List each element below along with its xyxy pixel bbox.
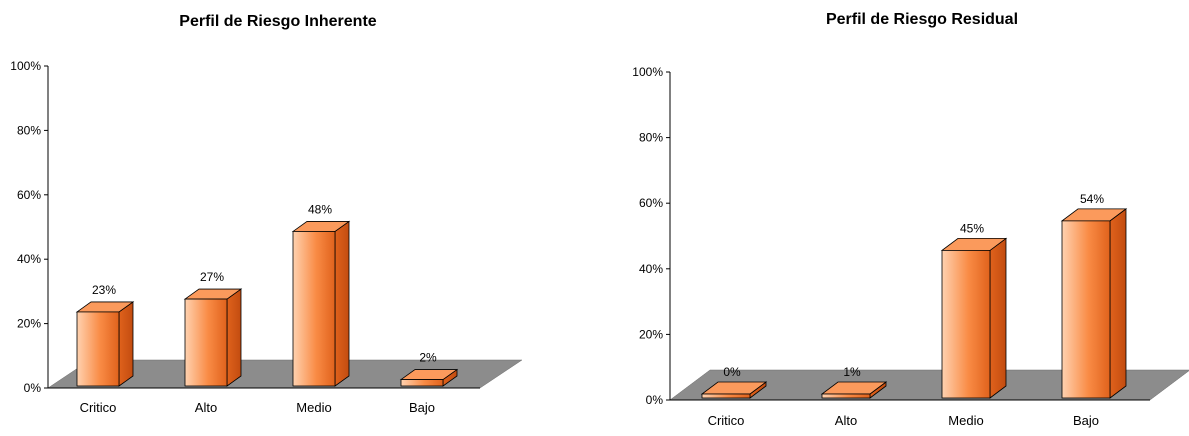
y-tick-label: 40% xyxy=(17,252,41,266)
bar-side xyxy=(118,301,134,387)
bar-side xyxy=(1109,208,1127,399)
y-tick-label: 40% xyxy=(639,262,663,276)
bar xyxy=(940,237,1008,399)
bar xyxy=(291,220,351,387)
data-label: 23% xyxy=(92,283,116,297)
x-category-label: Critico xyxy=(80,400,117,415)
bar-front xyxy=(292,231,336,387)
data-label: 45% xyxy=(960,221,984,235)
data-label: 27% xyxy=(200,270,224,284)
bar xyxy=(183,288,243,387)
chart-marks: 0% 20% 40% 60% 80% 100% 0% Critico 1% Alto 45% Medi… xyxy=(632,65,1189,428)
x-category-label: Bajo xyxy=(1073,413,1099,428)
chart-marks: 0% 20% 40% 60% 80% 100% 23% Critico 27% Alto 48% Me… xyxy=(10,59,523,415)
bar-side xyxy=(989,237,1007,399)
bar xyxy=(820,381,888,399)
chart-title: Perfil de Riesgo Inherente xyxy=(179,13,376,30)
x-category-label: Critico xyxy=(708,413,745,428)
bar-front xyxy=(76,311,120,387)
y-tick-label: 100% xyxy=(10,59,41,73)
y-tick-label: 100% xyxy=(632,65,663,79)
data-label: 1% xyxy=(843,365,861,379)
bar-side xyxy=(226,288,242,387)
bar-front xyxy=(821,393,871,399)
data-label: 2% xyxy=(419,351,437,365)
y-tick-label: 60% xyxy=(17,188,41,202)
y-tick-label: 0% xyxy=(24,381,42,395)
y-tick-label: 20% xyxy=(17,317,41,331)
x-category-label: Medio xyxy=(296,400,331,415)
data-label: 48% xyxy=(308,202,332,216)
bar-side xyxy=(334,220,350,387)
chart-residual: Perfil de Riesgo Residual 0% 20% 40% 60% 80%… xyxy=(632,11,1189,428)
chart-inherente: Perfil de Riesgo Inherente 0% 20% 40% 60% 80… xyxy=(10,13,523,415)
y-tick-label: 60% xyxy=(639,196,663,210)
x-category-label: Medio xyxy=(948,413,983,428)
y-tick-label: 20% xyxy=(639,327,663,341)
y-tick-label: 80% xyxy=(639,131,663,145)
y-tick-label: 0% xyxy=(646,393,664,407)
bar-front xyxy=(1061,220,1111,399)
bar xyxy=(700,381,768,399)
data-label: 54% xyxy=(1080,192,1104,206)
x-category-label: Alto xyxy=(835,413,857,428)
bar-front xyxy=(400,379,444,387)
data-label: 0% xyxy=(723,365,741,379)
chart-title: Perfil de Riesgo Residual xyxy=(826,11,1018,28)
bar xyxy=(399,368,459,387)
bar-front xyxy=(941,249,991,399)
y-tick-label: 80% xyxy=(17,123,41,137)
x-category-label: Alto xyxy=(195,400,217,415)
bar xyxy=(75,301,135,387)
x-category-label: Bajo xyxy=(409,400,435,415)
bar xyxy=(1060,208,1128,399)
bar-front xyxy=(184,298,228,387)
bar-front xyxy=(701,393,751,399)
